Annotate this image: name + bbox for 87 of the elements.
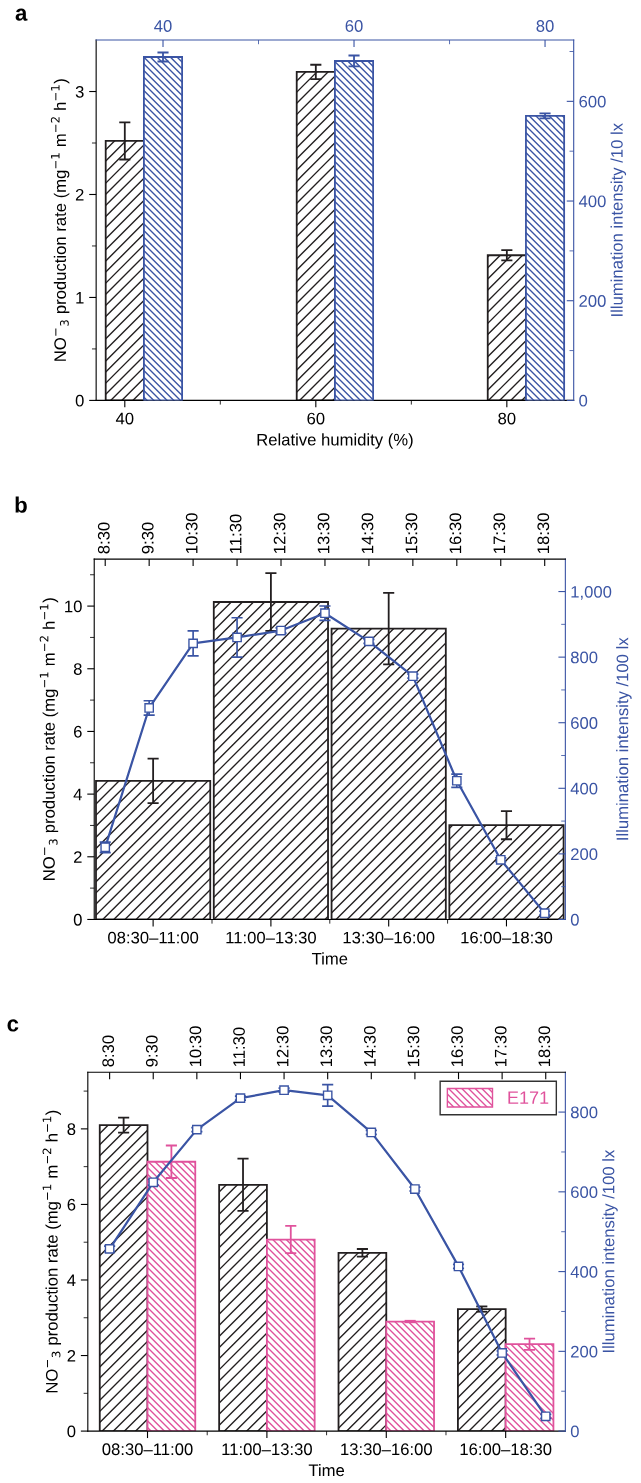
chart-title: a <box>15 8 28 21</box>
x-tick-label: 60 <box>307 412 325 425</box>
legend-label: E171 <box>508 1091 549 1104</box>
x-tick-label: 13:30–16:00 <box>341 1443 432 1456</box>
y-tick-label: 3 <box>75 85 84 98</box>
y-tick-label: 8 <box>67 1123 76 1136</box>
y-tick-label: 2 <box>67 1349 76 1362</box>
y-tick-label: 800 <box>570 1106 598 1119</box>
x2-tick-label: 80 <box>536 20 554 32</box>
x-tick-label: 10:30 <box>189 1026 202 1067</box>
x-axis-title: Time <box>308 1463 345 1477</box>
y-tick-label: 2 <box>75 188 84 201</box>
y-tick-label: 800 <box>570 651 598 664</box>
x-tick-label: 14:30 <box>363 1026 376 1067</box>
x-tick-label: 16:30 <box>449 513 462 553</box>
x-tick-label: 11:30 <box>233 1027 245 1067</box>
bar <box>385 1320 435 1432</box>
y-axis-title: Illumination intensity /100 lx <box>616 637 632 840</box>
x-tick-label: 18:30 <box>538 1026 551 1067</box>
x-tick-label: 10:30 <box>185 513 198 553</box>
y-tick-label: 8 <box>73 663 82 675</box>
y-tick-label: 0 <box>73 913 82 926</box>
y-tick-label: 0 <box>570 1425 579 1438</box>
x-tick-label: 15:30 <box>407 1026 420 1067</box>
y-tick-label: 1 <box>76 292 84 304</box>
y-tick-label: 6 <box>74 725 82 738</box>
x-tick-label: 9:30 <box>145 1035 158 1067</box>
x-tick-label: 11:00–13:30 <box>226 931 316 944</box>
bar <box>457 1308 507 1432</box>
x-tick-label: 14:30 <box>361 513 374 553</box>
point <box>144 703 155 713</box>
bar <box>504 1343 555 1432</box>
y2-tick-label: 200 <box>579 295 606 307</box>
point <box>279 1085 289 1096</box>
x2-tick-label: 60 <box>345 20 363 32</box>
text: NO$^{−}$$_{3}$ production rate (mg$^{−1}$ m$^{−2}$ h$^{−1}$) <box>39 598 59 880</box>
y-tick-label: 600 <box>571 717 598 729</box>
x-tick-label: 13:30–16:00 <box>343 931 435 944</box>
x-axis-title: Time <box>311 952 348 965</box>
x-tick-label: 8:30 <box>97 522 110 554</box>
y-tick-label: 600 <box>571 1186 598 1199</box>
point <box>188 638 198 649</box>
x2-tick-label: 40 <box>154 20 172 32</box>
y2-tick-label: 600 <box>579 95 606 108</box>
x-axis-title: Relative humidity (%) <box>257 433 413 449</box>
x-tick-label: 12:30 <box>273 513 286 553</box>
text: NO$^{−}$$_{3}$ production rate (mg$^{−1}$ m$^{−2}$ h$^{−1}$) <box>42 1110 62 1393</box>
x-tick-label: 13:30 <box>317 513 330 553</box>
y-tick-label: 1,000 <box>571 585 612 600</box>
x-tick-label: 17:30 <box>493 513 506 553</box>
x-tick-label: 11:00–13:30 <box>222 1443 312 1456</box>
y2-axis-title: Illumination intensity /10 lx <box>610 123 627 316</box>
y-tick-label: 4 <box>67 1274 76 1287</box>
x-tick-label: 18:30 <box>537 513 550 553</box>
chart-title: c <box>7 1019 19 1032</box>
chart-title: b <box>15 496 27 513</box>
x-tick-label: 9:30 <box>141 522 154 554</box>
y-tick-label: 200 <box>571 1345 598 1358</box>
text: NO$^{−}$$_{3}$ production rate (mg$^{−1}$ m$^{−2}$ h$^{−1}$) <box>50 79 70 361</box>
y-tick-label: 4 <box>73 788 82 801</box>
x-tick-label: 08:30–11:00 <box>102 1443 193 1456</box>
y-axis-title: Illumination intensity /100 lx <box>602 1149 618 1353</box>
x-tick-label: 40 <box>115 412 134 425</box>
y-tick-label: 200 <box>571 848 598 861</box>
y-tick-label: 0 <box>67 1425 76 1438</box>
x-tick-label: 08:30–11:00 <box>108 931 199 944</box>
y-tick-label: 2 <box>73 851 82 863</box>
x-tick-label: 13:30 <box>320 1026 333 1067</box>
x-tick-label: 12:30 <box>276 1026 289 1067</box>
point <box>322 1090 333 1101</box>
bar <box>337 1251 388 1432</box>
x-tick-label: 17:30 <box>494 1026 507 1067</box>
x-tick-label: 15:30 <box>405 513 418 553</box>
y-tick-label: 0 <box>570 913 579 926</box>
y-tick-label: 0 <box>75 394 84 407</box>
x-tick-label: 80 <box>498 412 516 425</box>
x-tick-label: 16:30 <box>451 1026 463 1067</box>
x-tick-label: 8:30 <box>102 1035 115 1067</box>
y-tick-label: 400 <box>570 1265 598 1278</box>
x-tick-label: 16:00–18:30 <box>461 931 553 944</box>
x-tick-label: 11:30 <box>229 514 242 553</box>
x-tick-label: 16:00–18:30 <box>460 1443 552 1456</box>
y-tick-label: 10 <box>65 600 82 613</box>
point <box>407 671 418 682</box>
y-tick-label: 400 <box>570 782 598 795</box>
y-tick-label: 6 <box>67 1198 76 1211</box>
point <box>232 632 242 643</box>
